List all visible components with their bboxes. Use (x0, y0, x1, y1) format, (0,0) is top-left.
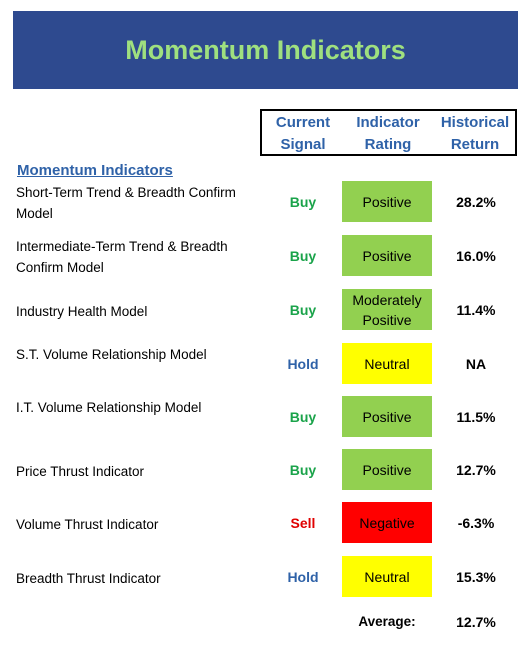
signal-value: Hold (287, 356, 319, 372)
historical-return-value: 12.7% (456, 462, 496, 478)
rating-text: Neutral (364, 355, 410, 372)
historical-return-value: -6.3% (457, 515, 495, 531)
historical-return-value: 16.0% (456, 248, 496, 264)
header-current-signal-line1: Current (275, 114, 331, 131)
historical-return-value: NA (465, 356, 487, 372)
indicator-name: Price Thrust Indicator (16, 464, 145, 479)
historical-return-value: 11.4% (456, 302, 496, 318)
indicator-name: Industry Health Model (16, 304, 148, 319)
header-indicator-rating: Indicator Rating (345, 112, 431, 156)
rating-text: Neutral (364, 568, 410, 585)
header-historical-return-line1: Historical (440, 114, 510, 131)
rating-cell: Neutral (342, 343, 432, 384)
rating-text: Positive (362, 247, 412, 264)
historical-return-value: 28.2% (456, 194, 496, 210)
rating-cell: Positive (342, 449, 432, 490)
signal-value: Buy (289, 462, 317, 478)
header-box (260, 109, 517, 156)
rating-cell: Negative (342, 502, 432, 543)
rating-text: Moderately Positive (352, 291, 422, 328)
indicator-name: S.T. Volume Relationship Model (16, 347, 207, 362)
rating-text: Negative (359, 514, 415, 531)
rating-cell: Moderately Positive (342, 289, 432, 330)
average-value: 12.7% (456, 614, 496, 630)
signal-value: Buy (289, 248, 317, 264)
rating-text: Positive (362, 193, 412, 210)
signal-value: Buy (289, 409, 317, 425)
indicator-name: I.T. Volume Relationship Model (16, 400, 202, 415)
historical-return-value: 15.3% (456, 569, 496, 585)
rating-cell: Neutral (342, 556, 432, 597)
header-current-signal-line2: Signal (280, 136, 326, 153)
header-indicator-rating-line2: Rating (364, 136, 412, 153)
rating-text: Positive (362, 461, 412, 478)
table-row: Breadth Thrust Indicator Hold Neutral 15.3% (0, 556, 532, 600)
table-row: S.T. Volume Relationship Model Hold Neutra… (0, 343, 532, 387)
signal-value: Buy (289, 194, 317, 210)
header-indicator-rating-line1: Indicator (356, 114, 420, 131)
table-row: Intermediate-Term Trend & Breadth Confir… (0, 235, 532, 279)
page-title: Momentum Indicators (125, 34, 406, 65)
indicator-name: Volume Thrust Indicator (16, 517, 159, 532)
signal-value: Sell (290, 515, 316, 531)
signal-value: Hold (287, 569, 319, 585)
rating-cell: Positive (342, 181, 432, 222)
section-label: Momentum Indicators (17, 162, 173, 179)
header-historical-return: Historical Return (432, 112, 518, 156)
table-row: Short-Term Trend & Breadth Confirm Model… (0, 181, 532, 225)
header-current-signal: Current Signal (260, 112, 346, 156)
rating-text: Positive (362, 408, 412, 425)
signal-value: Buy (289, 302, 317, 318)
header-historical-return-line2: Return (450, 136, 500, 153)
indicator-name: Intermediate-Term Trend & Breadth Confir… (16, 239, 228, 275)
indicator-name: Breadth Thrust Indicator (16, 571, 161, 586)
title-banner: Momentum Indicators (13, 11, 518, 89)
historical-return-value: 11.5% (456, 409, 496, 425)
average-label: Average: (358, 614, 416, 629)
indicator-name: Short-Term Trend & Breadth Confirm Model (16, 185, 236, 221)
rating-cell: Positive (342, 396, 432, 437)
rating-cell: Positive (342, 235, 432, 276)
table-row: Volume Thrust Indicator Sell Negative -6.3% (0, 502, 532, 546)
table-row: Price Thrust Indicator Buy Positive 12.7% (0, 449, 532, 493)
table-row: I.T. Volume Relationship Model Buy Positiv… (0, 396, 532, 440)
table-row: Industry Health Model Buy Moderately Posit… (0, 289, 532, 333)
